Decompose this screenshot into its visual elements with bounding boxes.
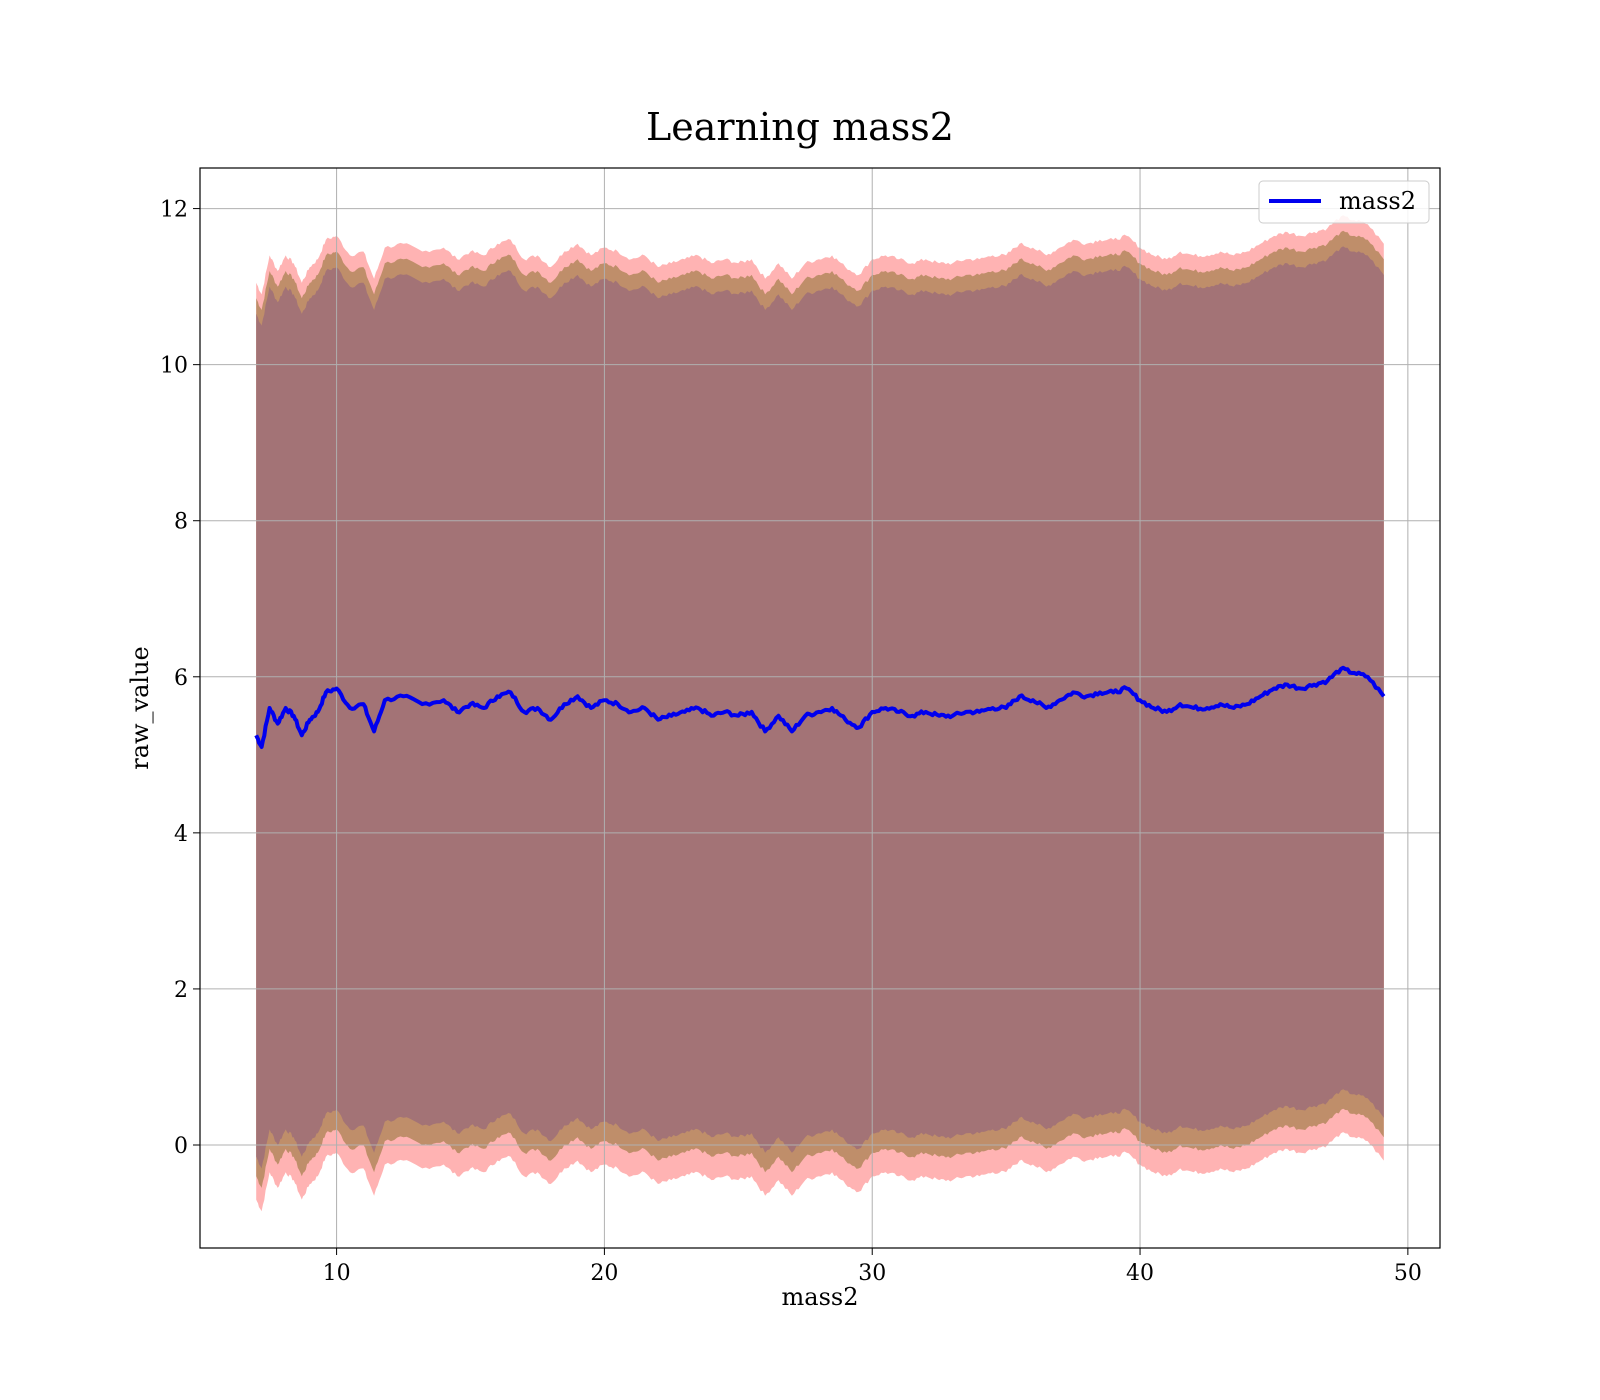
legend: mass2 bbox=[1258, 180, 1430, 224]
series-line-mass2 bbox=[254, 665, 1386, 749]
grid-lines bbox=[200, 168, 1440, 1248]
confidence-bands bbox=[256, 215, 1384, 1212]
x-tick-label: 40 bbox=[1126, 1261, 1154, 1286]
legend-box bbox=[1258, 180, 1430, 224]
y-tick-label: 8 bbox=[174, 510, 188, 535]
y-axis-ticks: 0 2 4 6 8 10 12 bbox=[160, 198, 200, 1159]
x-tick-label: 10 bbox=[323, 1261, 351, 1286]
y-tick-label: 10 bbox=[160, 354, 188, 379]
y-axis-label: raw_value bbox=[126, 646, 154, 770]
y-tick-label: 0 bbox=[174, 1134, 188, 1159]
inner-band bbox=[256, 246, 1384, 1169]
plot-area bbox=[199, 167, 1441, 1249]
x-axis-ticks: 10 20 30 40 50 bbox=[323, 1248, 1422, 1286]
chart-title: Learning mass2 bbox=[646, 105, 954, 149]
y-tick-label: 2 bbox=[174, 978, 188, 1003]
x-tick-label: 20 bbox=[590, 1261, 618, 1286]
series-layer bbox=[254, 665, 1386, 749]
legend-label-mass2: mass2 bbox=[1339, 187, 1416, 215]
x-tick-label: 30 bbox=[858, 1261, 886, 1286]
y-tick-label: 12 bbox=[160, 198, 188, 223]
x-tick-label: 50 bbox=[1394, 1261, 1422, 1286]
x-axis-label: mass2 bbox=[782, 1283, 859, 1311]
plot-frame bbox=[199, 167, 1441, 1249]
y-tick-label: 6 bbox=[174, 666, 188, 691]
y-tick-label: 4 bbox=[174, 822, 188, 847]
